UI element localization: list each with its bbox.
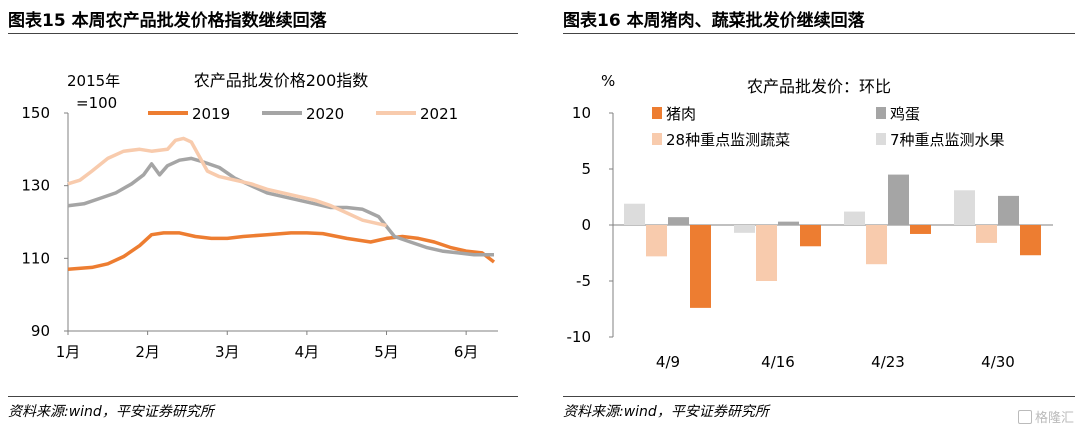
bar [778,221,799,225]
y-tick-label: -10 [567,328,592,346]
chart-title: 农产品批发价：环比 [747,77,891,96]
y-tick-label: 90 [31,322,50,340]
legend-swatch [652,107,662,119]
x-tick-label: 6月 [454,343,479,361]
right-source-note: 资料来源:wind，平安证券研究所 [563,404,769,420]
bar [668,217,689,225]
left-source-rule [8,396,518,397]
bar [888,174,909,225]
x-tick-label: 3月 [215,343,240,361]
bar [976,225,997,243]
series-line-2021 [67,136,387,228]
legend-label: 7种重点监测水果 [890,131,1005,149]
watermark-icon [1017,410,1032,424]
bar [624,203,645,225]
bar [844,211,865,225]
chart-title: 农产品批发价格200指数 [194,71,369,90]
x-tick-label: 2月 [135,343,160,361]
watermark-text: 格隆汇 [1034,411,1074,426]
bar [690,225,711,308]
right-bar-chart: 农产品批发价：环比% 10 5 0 -5 -10 4/9 4/16 4/23 4/30 7种重点监测… [567,72,1053,371]
legend-swatch [652,133,662,145]
legend-label: 猪肉 [666,105,696,123]
right-source-rule [563,396,1075,397]
bar [756,225,777,281]
y-tick-label: 110 [21,249,50,267]
legend-label: 鸡蛋 [890,105,920,123]
legend-label: 28种重点监测蔬菜 [666,131,790,149]
left-panel-title: 图表15 本周农产品批发价格指数继续回落 [8,11,327,31]
y-tick-label: 10 [572,104,591,122]
y-tick-label: 0 [581,216,591,234]
left-title-rule [8,33,518,34]
legend-label: 2019 [192,105,230,123]
x-tick-label: 4/16 [761,353,795,371]
bar [866,225,887,265]
legend-swatch [876,133,886,145]
x-tick-label: 4/30 [981,353,1015,371]
legend-label: 2020 [306,105,344,123]
unit-label: =100 [76,94,117,112]
bar [646,225,667,257]
legend-swatch [876,107,886,119]
right-title-rule [563,33,1075,34]
y-tick-label: 5 [581,160,591,178]
unit-label: 2015年 [67,72,120,90]
bar [910,225,931,234]
y-tick-label: 130 [21,177,50,195]
bar [734,225,755,233]
right-panel-title: 图表16 本周猪肉、蔬菜批发价继续回落 [563,11,865,31]
y-axis-unit-label: % [601,72,615,90]
series-line-2019 [67,231,496,271]
bar [954,190,975,225]
bar [1020,225,1041,256]
x-tick-label: 4/23 [871,353,905,371]
bar [800,225,821,247]
x-tick-label: 4/9 [656,353,680,371]
y-tick-label: -5 [576,272,591,290]
watermark-logo: 格隆汇 [1017,407,1074,426]
bar [998,195,1019,225]
left-line-chart: 农产品批发价格200指数 2015年 =100 90 110 130 150 1月 2月 3月 4月… [21,71,498,361]
x-tick-label: 4月 [295,343,320,361]
y-tick-label: 150 [21,104,50,122]
left-source-note: 资料来源:wind，平安证券研究所 [8,404,214,420]
x-tick-label: 5月 [374,343,399,361]
x-tick-label: 1月 [56,343,81,361]
series-line-2020 [67,156,494,257]
legend-label: 2021 [420,105,458,123]
